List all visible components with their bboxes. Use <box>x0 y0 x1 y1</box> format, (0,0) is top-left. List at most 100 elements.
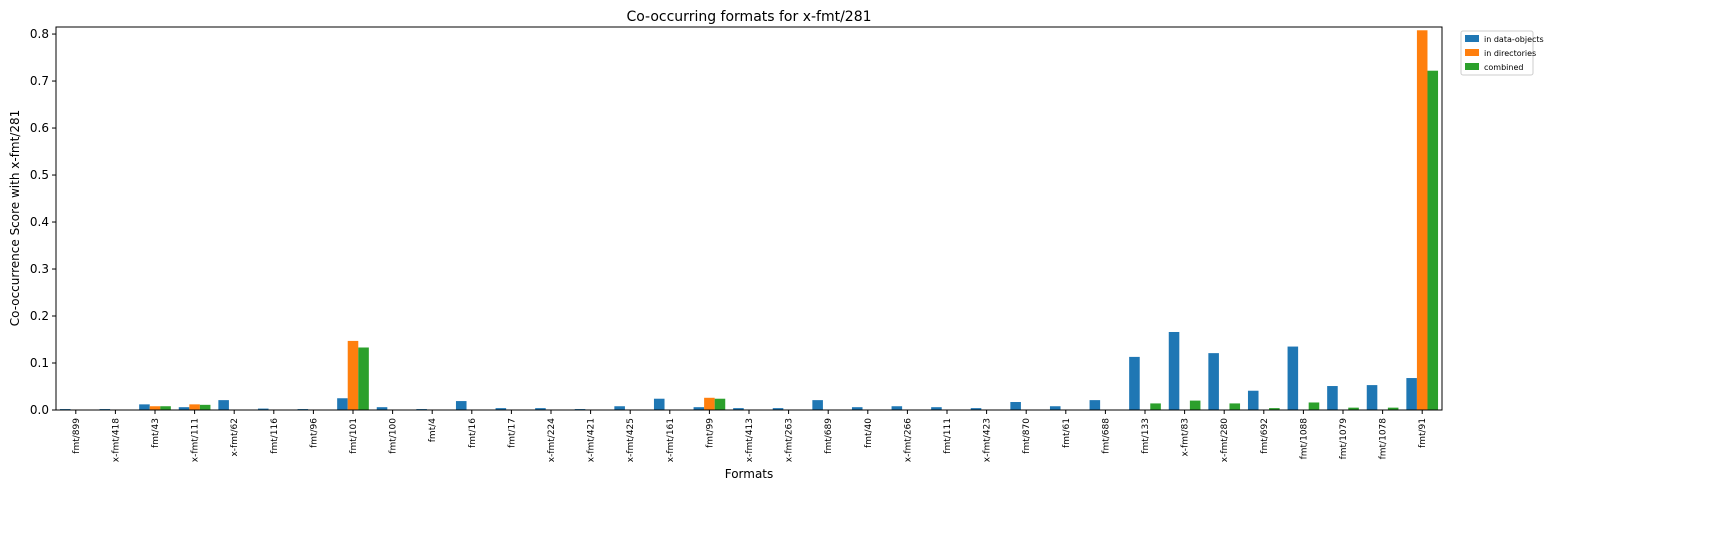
bar-in-data-objects <box>772 408 784 410</box>
x-tick-label: fmt/689 <box>824 418 834 454</box>
x-tick-label: fmt/692 <box>1260 418 1270 454</box>
x-tick-label: x-fmt/224 <box>547 418 557 463</box>
bar-in-data-objects <box>1327 386 1338 410</box>
x-tick-label: fmt/1078 <box>1379 418 1389 460</box>
y-tick-label: 0.5 <box>30 168 49 182</box>
bar-combined <box>1308 402 1320 410</box>
legend-label: combined <box>1484 63 1523 72</box>
x-tick-label: x-fmt/280 <box>1220 418 1230 463</box>
bar-combined <box>1229 403 1241 410</box>
x-tick-label: x-fmt/413 <box>745 418 755 462</box>
bar-in-data-objects <box>139 404 150 410</box>
bar-combined <box>1150 403 1161 410</box>
bar-in-data-objects <box>614 406 625 410</box>
x-tick-label: x-fmt/111 <box>191 418 201 462</box>
bar-in-data-objects <box>891 406 903 410</box>
legend: in data-objects in directories combined <box>1460 30 1544 76</box>
bar-in-data-objects <box>1406 378 1417 410</box>
y-tick-label: 0.7 <box>30 74 49 88</box>
x-tick-label: x-fmt/423 <box>983 418 993 462</box>
bar-combined <box>199 404 211 410</box>
x-tick-label: fmt/99 <box>705 418 715 448</box>
x-tick-label: x-fmt/83 <box>1181 418 1191 457</box>
bar-in-data-objects <box>257 408 269 410</box>
legend-label: in data-objects <box>1484 35 1544 44</box>
bar-in-data-objects <box>693 407 705 410</box>
x-tick-label: x-fmt/421 <box>587 418 597 462</box>
x-tick-label: fmt/1079 <box>1339 418 1349 460</box>
bar-in-data-objects <box>733 408 744 410</box>
bar-in-data-objects <box>1287 346 1299 410</box>
bar-combined <box>1269 408 1280 410</box>
y-tick-label: 0.0 <box>30 403 49 417</box>
x-tick-label: x-fmt/263 <box>785 418 795 462</box>
x-tick-label: fmt/1088 <box>1299 418 1309 460</box>
bar-in-data-objects <box>1208 353 1219 410</box>
legend-swatch <box>1465 49 1479 56</box>
bar-combined <box>714 398 726 410</box>
bar-combined <box>1348 407 1359 410</box>
bar-in-data-objects <box>653 398 665 410</box>
bar-in-data-objects <box>931 407 942 410</box>
x-tick-label: fmt/61 <box>1062 418 1072 448</box>
x-tick-label: fmt/116 <box>270 418 280 454</box>
x-tick-label: fmt/40 <box>864 418 874 448</box>
bar-in-data-objects <box>1089 400 1101 410</box>
bar-in-data-objects <box>178 407 190 410</box>
x-tick-label: x-fmt/62 <box>230 418 240 457</box>
bar-combined <box>160 406 171 410</box>
bar-in-data-objects <box>495 408 507 410</box>
x-tick-label: fmt/688 <box>1101 418 1111 454</box>
y-tick-label: 0.3 <box>30 262 49 276</box>
x-tick-label: fmt/91 <box>1418 418 1428 448</box>
x-tick-label: fmt/100 <box>389 418 399 454</box>
chart-title: Co-occurring formats for x-fmt/281 <box>626 9 871 25</box>
bar-in-directories <box>189 404 200 410</box>
x-tick-label: x-fmt/418 <box>111 418 121 463</box>
y-tick-label: 0.6 <box>30 121 49 135</box>
bar-combined <box>1189 400 1201 410</box>
x-tick-label: x-fmt/161 <box>666 418 676 462</box>
x-tick-label: fmt/101 <box>349 418 359 454</box>
bar-in-data-objects <box>1247 390 1259 410</box>
x-tick-label: fmt/16 <box>468 418 478 448</box>
x-axis-label: Formats <box>725 467 774 481</box>
bar-combined <box>1387 407 1399 410</box>
y-axis-label: Co-occurrence Score with x-fmt/281 <box>8 110 22 327</box>
bar-in-data-objects <box>376 407 388 410</box>
bar-in-directories <box>149 406 161 410</box>
x-tick-label: fmt/43 <box>151 418 161 448</box>
x-tick-label: fmt/96 <box>309 418 319 448</box>
y-tick-label: 0.4 <box>30 215 49 229</box>
bar-combined <box>1427 70 1439 411</box>
x-tick-label: fmt/4 <box>428 418 438 442</box>
y-tick-label: 0.8 <box>30 27 49 41</box>
x-tick-label: x-fmt/425 <box>626 418 636 462</box>
x-tick-label: fmt/870 <box>1022 418 1032 454</box>
legend-label: in directories <box>1484 49 1536 58</box>
bar-in-data-objects <box>218 400 229 410</box>
plot-frame <box>55 26 1443 411</box>
bar-in-data-objects <box>1049 406 1061 410</box>
bar-in-data-objects <box>851 407 863 410</box>
bar-in-data-objects <box>1129 356 1140 410</box>
x-tick-label: x-fmt/266 <box>903 418 913 463</box>
y-tick-label: 0.1 <box>30 356 49 370</box>
x-tick-label: fmt/111 <box>943 418 953 454</box>
legend-swatch <box>1465 35 1479 42</box>
bar-in-directories <box>347 340 359 410</box>
y-tick-label: 0.2 <box>30 309 49 323</box>
bar-in-directories <box>704 397 715 410</box>
x-tick-label: fmt/899 <box>72 418 82 454</box>
x-tick-label: fmt/133 <box>1141 418 1151 454</box>
x-tick-label: fmt/17 <box>507 418 517 448</box>
bar-combined <box>358 347 369 410</box>
bar-in-data-objects <box>812 400 823 410</box>
bar-in-data-objects <box>455 401 467 410</box>
bar-in-data-objects <box>1168 331 1180 410</box>
bar-in-data-objects <box>970 408 982 410</box>
bar-in-data-objects <box>1366 385 1378 410</box>
bar-in-data-objects <box>337 398 348 410</box>
bar-in-data-objects <box>535 408 546 410</box>
